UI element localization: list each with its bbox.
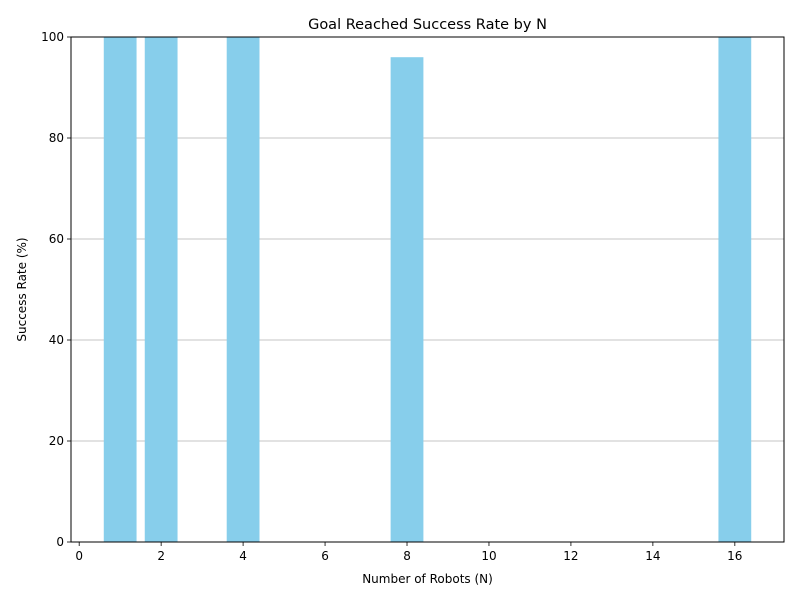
- bar: [718, 37, 752, 542]
- x-tick-label: 6: [321, 549, 329, 563]
- x-tick-label: 0: [75, 549, 83, 563]
- x-tick-label: 12: [563, 549, 578, 563]
- y-tick-label: 60: [49, 232, 64, 246]
- bar: [390, 57, 424, 542]
- y-tick-label: 100: [41, 30, 64, 44]
- x-tick-label: 4: [239, 549, 247, 563]
- y-axis-ticks: 0 20 40 60 80 100: [41, 30, 71, 549]
- y-tick-label: 0: [56, 535, 64, 549]
- x-tick-label: 14: [645, 549, 660, 563]
- x-tick-label: 8: [403, 549, 411, 563]
- y-axis-label: Success Rate (%): [15, 237, 29, 341]
- x-axis-label: Number of Robots (N): [362, 572, 493, 586]
- x-axis-ticks: 0 2 4 6 8 10 12 14 16: [75, 542, 742, 563]
- y-tick-label: 20: [49, 434, 64, 448]
- chart-title: Goal Reached Success Rate by N: [308, 17, 547, 33]
- bar: [103, 37, 137, 542]
- x-tick-label: 2: [157, 549, 165, 563]
- bar: [144, 37, 178, 542]
- y-gridlines: [71, 36, 784, 543]
- y-tick-label: 40: [49, 333, 64, 347]
- x-tick-label: 10: [481, 549, 496, 563]
- y-tick-label: 80: [49, 131, 64, 145]
- bar: [226, 37, 260, 542]
- x-tick-label: 16: [727, 549, 742, 563]
- bars: [103, 37, 752, 542]
- plot-frame: [70, 36, 785, 543]
